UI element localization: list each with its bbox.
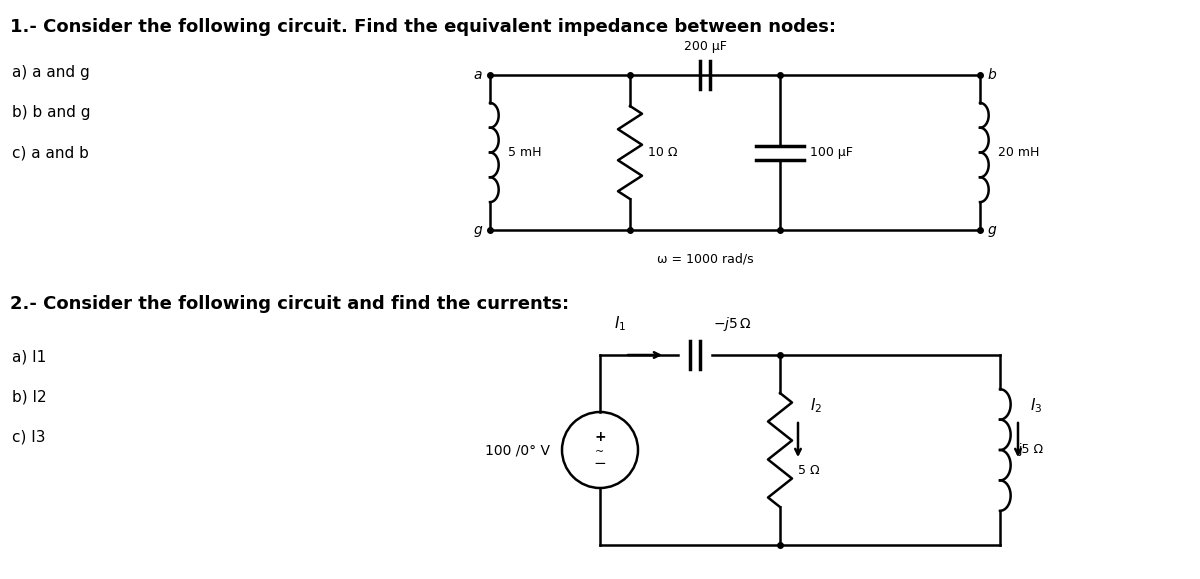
Text: j5 Ω: j5 Ω: [1018, 444, 1043, 456]
Text: g: g: [473, 223, 482, 237]
Text: ω = 1000 rad/s: ω = 1000 rad/s: [656, 252, 754, 265]
Text: ~: ~: [595, 447, 605, 457]
Text: a) a and g: a) a and g: [12, 65, 90, 80]
Text: 100 µF: 100 µF: [810, 146, 853, 159]
Text: a) I1: a) I1: [12, 350, 47, 365]
Text: c) a and b: c) a and b: [12, 145, 89, 160]
Text: $I_3$: $I_3$: [1030, 396, 1043, 415]
Text: 10 Ω: 10 Ω: [648, 146, 678, 159]
Text: 2.- Consider the following circuit and find the currents:: 2.- Consider the following circuit and f…: [10, 295, 569, 313]
Text: b: b: [988, 68, 997, 82]
Text: c) I3: c) I3: [12, 430, 46, 445]
Text: b) b and g: b) b and g: [12, 105, 90, 120]
Text: g: g: [988, 223, 997, 237]
Text: $I_1$: $I_1$: [614, 314, 626, 333]
Text: 5 Ω: 5 Ω: [798, 464, 820, 477]
Text: 100 /0° V: 100 /0° V: [485, 443, 550, 457]
Text: 5 mH: 5 mH: [508, 146, 541, 159]
Text: $-j5\,\Omega$: $-j5\,\Omega$: [713, 315, 751, 333]
Text: 1.- Consider the following circuit. Find the equivalent impedance between nodes:: 1.- Consider the following circuit. Find…: [10, 18, 836, 36]
Text: b) I2: b) I2: [12, 390, 47, 405]
Text: $I_2$: $I_2$: [810, 396, 822, 415]
Text: 20 mH: 20 mH: [998, 146, 1039, 159]
Text: a: a: [474, 68, 482, 82]
Text: 200 µF: 200 µF: [684, 40, 726, 53]
Text: +: +: [594, 430, 606, 444]
Text: −: −: [594, 456, 606, 471]
